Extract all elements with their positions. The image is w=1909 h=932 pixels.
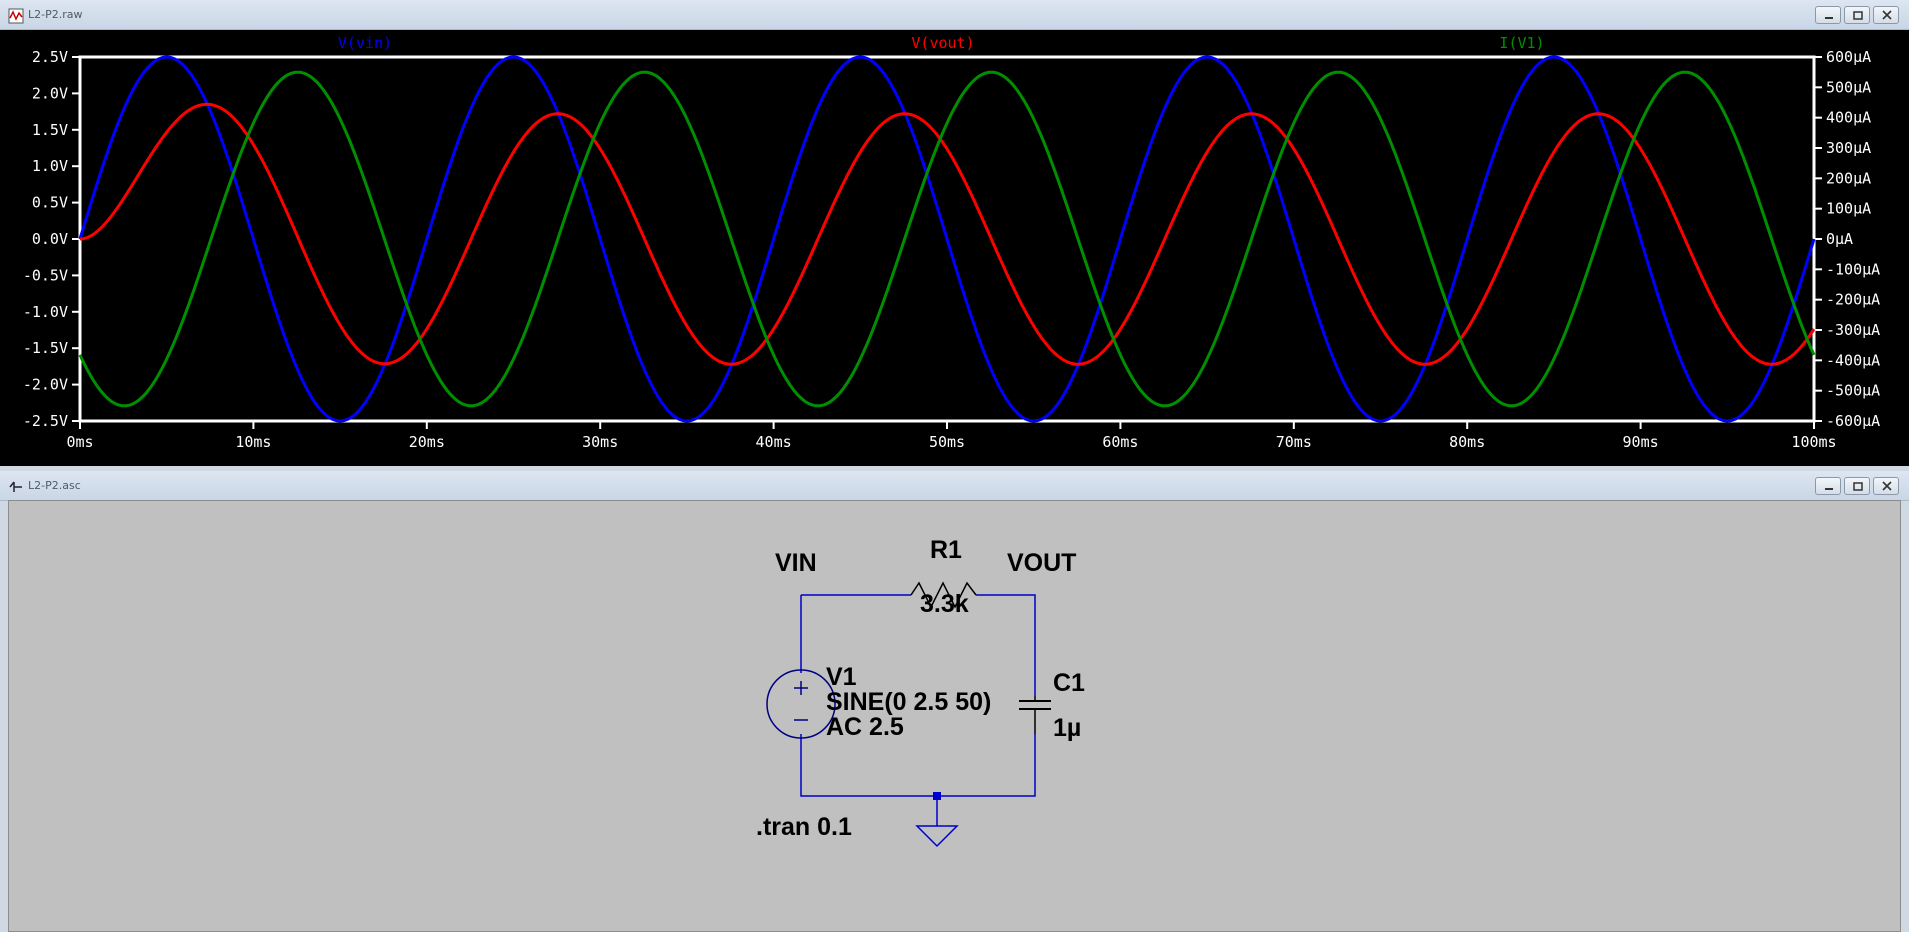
minimize-icon xyxy=(1825,488,1833,490)
x-tick-label: 60ms xyxy=(1102,433,1138,451)
y-left-tick-label: -0.5V xyxy=(23,266,68,284)
v1-name[interactable]: V1 xyxy=(826,663,857,691)
waveform-icon xyxy=(8,8,24,24)
waveform-window: L2-P2.raw V(vin) V(vout) I(V1) 0ms 10ms 20… xyxy=(0,0,1909,466)
x-tick-label: 0ms xyxy=(66,433,93,451)
legend-iv1[interactable]: I(V1) xyxy=(1499,34,1544,52)
schematic-titlebar[interactable]: L2-P2.asc xyxy=(0,471,1909,501)
waveform-titlebar[interactable]: L2-P2.raw xyxy=(0,0,1909,30)
x-tick-label: 70ms xyxy=(1276,433,1312,451)
x-tick-label: 80ms xyxy=(1449,433,1485,451)
y-left-tick-label: 2.0V xyxy=(32,84,68,102)
trace-vvout[interactable] xyxy=(79,102,1816,366)
schematic-close-button[interactable] xyxy=(1873,477,1899,495)
y-right-tick-label: 200µA xyxy=(1826,169,1871,187)
spice-directive[interactable]: .tran 0.1 xyxy=(756,813,852,841)
close-icon xyxy=(1882,481,1892,491)
y-left-tick-label: 0.5V xyxy=(32,194,68,212)
waveform-plot[interactable]: V(vin) V(vout) I(V1) 0ms 10ms 20ms 30ms 40ms… xyxy=(0,30,1909,466)
y-left-tick-label: 1.5V xyxy=(32,121,68,139)
plot-pane[interactable]: V(vin) V(vout) I(V1) 0ms 10ms 20ms 30ms 40ms… xyxy=(0,30,1909,466)
y-right-tick-label: -400µA xyxy=(1826,351,1880,369)
c1-name[interactable]: C1 xyxy=(1053,669,1085,697)
y-right-tick-label: -200µA xyxy=(1826,291,1880,309)
maximize-button[interactable] xyxy=(1844,6,1870,24)
minimize-icon xyxy=(1825,17,1833,19)
ground-icon[interactable] xyxy=(915,825,959,848)
voltage-source-v1-icon[interactable] xyxy=(766,669,836,739)
net-label-vout[interactable]: VOUT xyxy=(1007,549,1077,577)
x-tick-label: 100ms xyxy=(1791,433,1836,451)
legend-vin[interactable]: V(vin) xyxy=(338,34,392,52)
x-tick-label: 30ms xyxy=(582,433,618,451)
r1-value[interactable]: 3.3k xyxy=(920,590,969,618)
r1-name[interactable]: R1 xyxy=(930,536,962,564)
wire-ground-net[interactable] xyxy=(800,734,1036,797)
x-tick-label: 40ms xyxy=(756,433,792,451)
schematic-minimize-button[interactable] xyxy=(1815,477,1841,495)
v1-value[interactable]: SINE(0 2.5 50) xyxy=(826,688,992,716)
wire-vout[interactable] xyxy=(976,594,1036,696)
y-right-tick-label: 100µA xyxy=(1826,200,1871,218)
net-label-vin[interactable]: VIN xyxy=(775,549,817,577)
schematic-icon xyxy=(9,481,22,492)
close-button[interactable] xyxy=(1873,6,1899,24)
y-left-tick-label: 2.5V xyxy=(32,48,68,66)
y-right-tick-label: -300µA xyxy=(1826,321,1880,339)
y-left-tick-label: 1.0V xyxy=(32,157,68,175)
v1-ac[interactable]: AC 2.5 xyxy=(826,713,904,741)
junction-dot xyxy=(933,792,941,800)
waveform-window-title: L2-P2.raw xyxy=(28,8,83,21)
capacitor-c1-icon[interactable] xyxy=(1019,696,1051,734)
x-tick-label: 50ms xyxy=(929,433,965,451)
schematic-window-title: L2-P2.asc xyxy=(28,479,81,492)
c1-value[interactable]: 1µ xyxy=(1053,714,1082,742)
y-right-tick-label: -500µA xyxy=(1826,382,1880,400)
y-left-tick-label: -2.0V xyxy=(23,376,68,394)
schematic-maximize-button[interactable] xyxy=(1844,477,1870,495)
y-right-tick-label: 0µA xyxy=(1826,230,1853,248)
y-left-tick-label: 0.0V xyxy=(32,230,68,248)
trace-vvin[interactable] xyxy=(78,55,1816,423)
y-left-tick-label: -1.5V xyxy=(23,339,68,357)
y-left-tick-label: -2.5V xyxy=(23,412,68,430)
close-icon xyxy=(1882,10,1892,20)
y-right-tick-label: 500µA xyxy=(1826,78,1871,96)
restore-icon xyxy=(1853,11,1863,20)
legend-vout[interactable]: V(vout) xyxy=(911,34,974,52)
restore-icon xyxy=(1853,482,1863,491)
resistor-r1-icon[interactable] xyxy=(910,581,977,609)
schematic-canvas[interactable]: VIN VOUT R1 3.3k V1 SINE(0 2.5 50) AC 2.… xyxy=(8,500,1901,932)
y-right-tick-label: -100µA xyxy=(1826,260,1880,278)
y-right-tick-label: -600µA xyxy=(1826,412,1880,430)
y-right-tick-label: 400µA xyxy=(1826,109,1871,127)
y-right-tick-label: 600µA xyxy=(1826,48,1871,66)
circuit-drawing[interactable] xyxy=(9,501,1900,931)
x-tick-label: 10ms xyxy=(235,433,271,451)
x-tick-label: 20ms xyxy=(409,433,445,451)
y-left-tick-label: -1.0V xyxy=(23,303,68,321)
trace-iv1[interactable] xyxy=(78,70,1816,408)
minimize-button[interactable] xyxy=(1815,6,1841,24)
schematic-window: L2-P2.asc xyxy=(0,471,1909,932)
y-right-tick-label: 300µA xyxy=(1826,139,1871,157)
x-tick-label: 90ms xyxy=(1623,433,1659,451)
